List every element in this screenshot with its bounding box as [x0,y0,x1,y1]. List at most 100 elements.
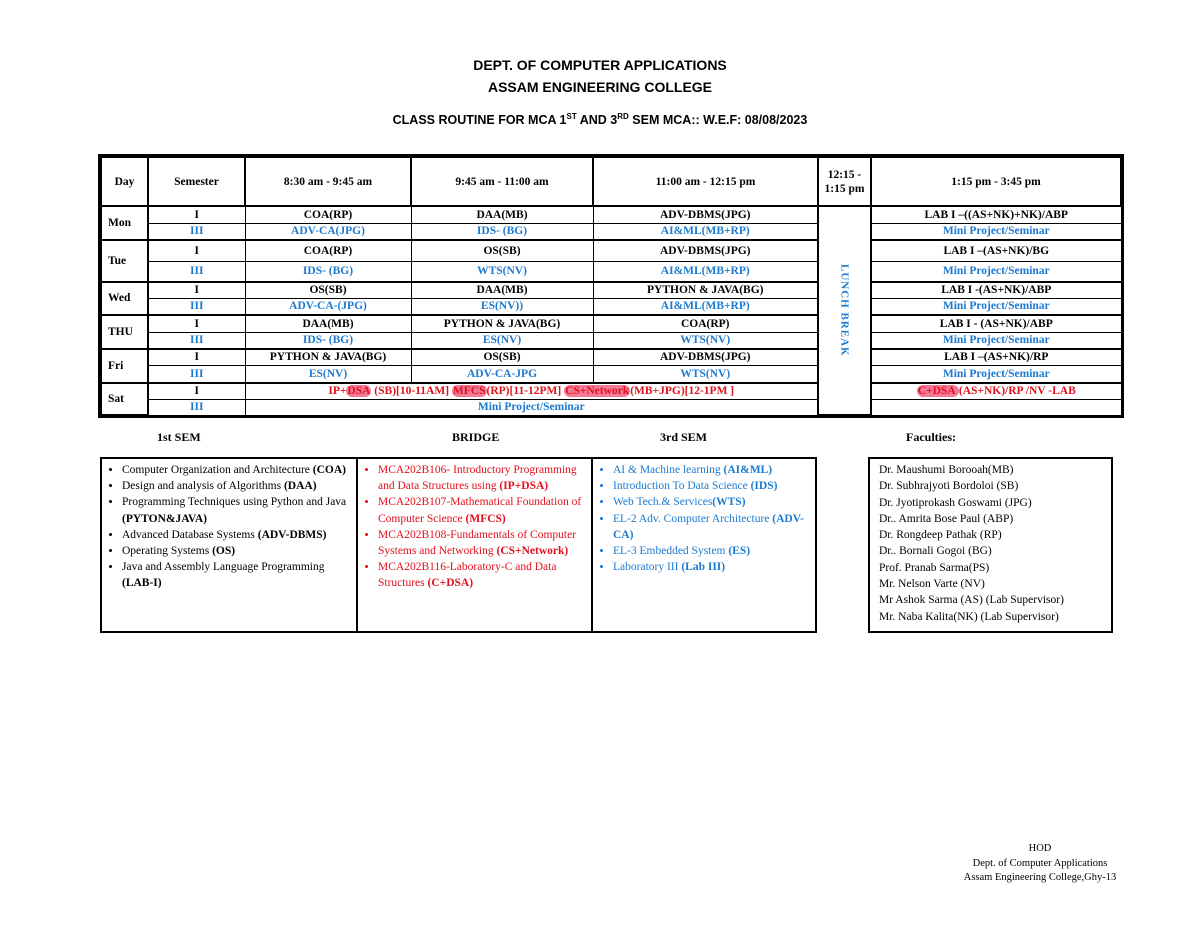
column-header: 12:15 - 1:15 pm [817,156,872,207]
table-row: III IDS- (BG) ES(NV) WTS(NV) Mini Project/Se… [101,331,1122,349]
subject-item: AI & Machine learning (AI&ML) [613,462,815,478]
class-slot: ES(NV)) [410,297,594,316]
subject-abbr: (IP+DSA) [499,480,549,493]
class-slot: Mini Project/Seminar [870,331,1122,349]
subject-abbr: (IDS) [750,480,778,493]
class-slot: Mini Project/Seminar [870,261,1122,282]
faculty-item: Prof. Pranab Sarma(PS) [879,561,990,574]
subject-item: Web Tech.& Services(WTS) [613,494,815,510]
class-slot: ADV-DBMS(JPG) [592,347,819,366]
subject-abbr: (ADV-DBMS) [257,528,327,541]
table-row: Wed I OS(SB) DAA(MB) PYTHON & JAVA(BG) LAB I … [100,280,1122,316]
class-slot: ADV-CA-JPG [410,365,594,383]
day-cell: Mon [100,205,149,241]
bridge-subjects-box: MCA202B106- Introductory Programming and… [356,457,593,633]
class-slot: IDS- (BG) [410,222,594,240]
faculty-item: Dr. Rongdeep Pathak (RP) [879,529,1002,542]
class-slot: LAB I –(AS+NK)/RP [870,347,1122,366]
semester-cell: I [147,314,246,333]
semester-cell: III [147,297,246,316]
subject-name: Computer Organization and Architecture [122,464,313,476]
faculty-item: Dr. Subhrajyoti Bordoloi (SB) [879,480,1019,493]
class-slot: Mini Project/Seminar [870,222,1122,240]
subject-abbr: (ADV-CA) [613,512,804,541]
faculties-box: Dr. Maushumi Borooah(MB) Dr. Subhrajyoti … [868,457,1113,633]
hod-dept: Dept. of Computer Applications [972,857,1108,869]
class-slot: WTS(NV) [410,261,594,282]
subject-item: MCA202B108-Fundamentals of Computer Syst… [378,527,591,559]
class-slot: OS(SB) [410,347,594,366]
subject-item: Introduction To Data Science (IDS) [613,478,815,494]
day-cell: THU [100,314,149,350]
slot-detail: (RP)[11-12PM] [486,385,565,397]
subject-name: Laboratory III [613,561,682,574]
semester-cell: III [147,261,246,282]
day-cell: Fri [100,347,149,384]
hod-signature-block: HOD Dept. of Computer Applications Assam… [920,842,1160,886]
table-row: Sat I IP+DSA (SB)[10-11AM] MFCS(RP)[11-12P… [100,381,1122,416]
subject-item: Programming Techniques using Python and … [122,494,356,526]
subject-item: Java and Assembly Language Programming (… [122,559,356,591]
subject-abbr: (WTS) [712,496,746,509]
class-slot: AI&ML(MB+RP) [592,297,819,316]
column-header: Semester [147,156,246,207]
lunch-break-cell: LUNCH BREAK [817,205,872,416]
table-row: III ES(NV) ADV-CA-JPG WTS(NV) Mini Project/S… [101,365,1122,383]
table-row: Fri I PYTHON & JAVA(BG) OS(SB) ADV-DBMS(JPG)… [100,347,1122,384]
hod-label: HOD [1028,843,1052,854]
subject-item: MCA202B107-Mathematical Foundation of Co… [378,494,591,526]
highlighted-subject: C+DSA [916,385,959,397]
subject-abbr: (AI&ML) [723,464,773,476]
highlighted-subject: CS+Network [564,385,631,397]
table-row: III Mini Project/Seminar [101,398,1122,416]
subject-name: EL-2 Adv. Computer Architecture [613,512,773,525]
subject-item: Laboratory III (Lab III) [613,559,815,575]
class-slot: PYTHON & JAVA(BG) [410,314,594,333]
faculty-item: Mr Ashok Sarma (AS) (Lab Supervisor) [879,594,1064,607]
table-row: Mon I COA(RP) DAA(MB) ADV-DBMS(JPG) LUNCH BRE… [100,205,1122,416]
class-slot: DAA(MB) [410,205,594,224]
subject-name: Java and Assembly Language Programming [122,561,325,574]
table-row: III IDS- (BG) WTS(NV) AI&ML(MB+RP) Mini Proj… [101,261,1122,282]
routine-title: CLASS ROUTINE FOR MCA 1ST AND 3RD SEM MC… [0,112,1200,127]
class-slot: ADV-CA-(JPG) [244,297,412,316]
faculty-item: Dr.. Amrita Bose Paul (ABP) [879,512,1014,525]
header-row: Day Semester 8:30 am - 9:45 am 9:45 am - 11… [100,156,1122,207]
dept-title: DEPT. OF COMPUTER APPLICATIONS [473,57,727,73]
semester-cell: I [147,238,246,262]
day-cell: Tue [100,238,149,283]
semester-cell: I [147,347,246,366]
subject-name: AI & Machine learning [613,464,724,476]
sem3-heading: 3rd SEM [660,430,708,444]
faculty-item: Dr. Maushumi Borooah(MB) [879,464,1014,476]
class-slot: IDS- (BG) [244,331,412,349]
subject-abbr: (MFCS) [465,512,506,525]
slot-detail: (MB+JPG)[12-1PM ] [630,385,735,397]
subject-item: Design and analysis of Algorithms (DAA) [122,478,356,494]
subject-abbr: (ES) [728,545,751,558]
sup-rd: RD [617,112,629,121]
subject-abbr: (Lab III) [681,561,726,574]
table-row: III ADV-CA(JPG) IDS- (BG) AI&ML(MB+RP) Mini … [101,222,1122,240]
class-slot: WTS(NV) [592,331,819,349]
subject-item: EL-2 Adv. Computer Architecture (ADV-CA) [613,511,815,543]
subject-item: MCA202B116-Laboratory-C and Data Structu… [378,559,591,591]
faculty-item: Dr.. Bornali Gogoi (BG) [879,545,992,558]
subject-name: MCA202B116-Laboratory-C and Data Structu… [378,561,557,590]
faculty-item: Mr. Naba Kalita(NK) (Lab Supervisor) [879,610,1059,623]
class-slot: ADV-CA(JPG) [244,222,412,240]
class-slot: Mini Project/Seminar [870,297,1122,316]
class-slot: PYTHON & JAVA(BG) [244,347,412,366]
column-header: 9:45 am - 11:00 am [410,156,594,207]
sem1-subjects-box: Computer Organization and Architecture (… [100,457,358,633]
subject-abbr: (LAB-I) [122,577,162,590]
class-slot: DAA(MB) [244,314,412,333]
table-row: THU I DAA(MB) PYTHON & JAVA(BG) COA(RP) LAB I… [100,314,1122,350]
class-slot: ES(NV) [244,365,412,383]
empty-slot [870,398,1122,416]
faculty-item: Mr. Nelson Varte (NV) [879,578,985,591]
column-header: 11:00 am - 12:15 pm [592,156,819,207]
table-row: III ADV-CA-(JPG) ES(NV)) AI&ML(MB+RP) Mini P… [101,297,1122,316]
semester-cell: III [147,331,246,349]
highlighted-subject: MFCS [451,385,487,397]
